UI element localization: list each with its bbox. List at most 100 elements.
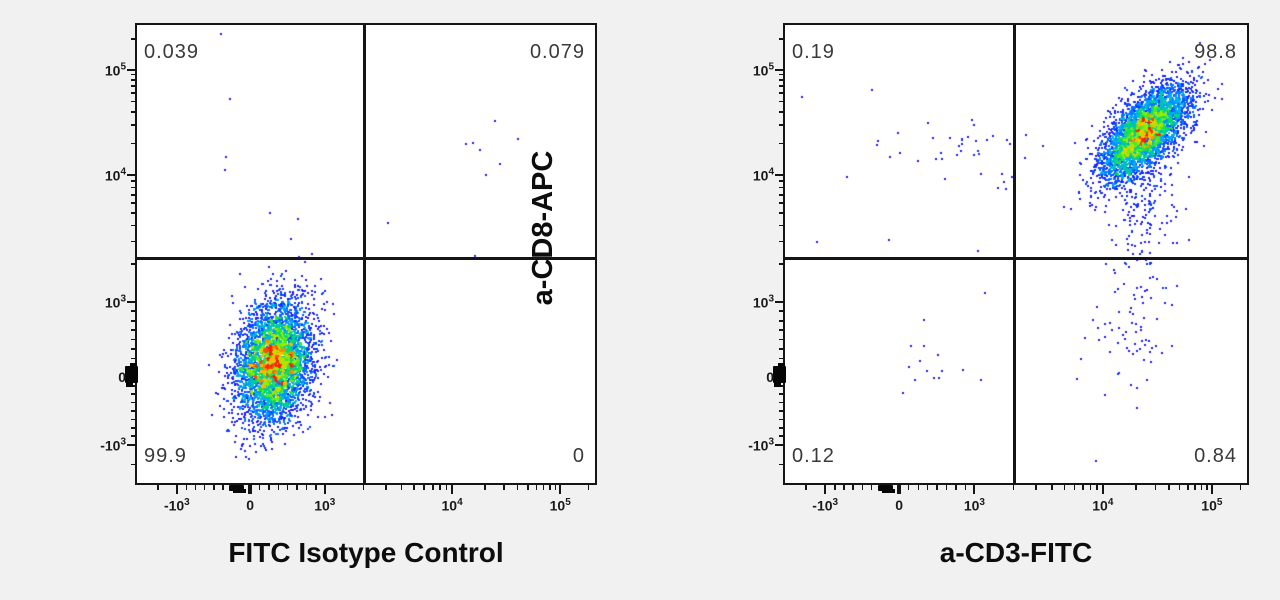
x-minor-tick (1089, 485, 1092, 490)
y-minor-tick (131, 124, 135, 126)
y-minor-tick (779, 212, 783, 215)
plot-cd3-cd8: a-CD8-APC 0.19 98.8 0.12 0.84 a-CD3-FITC… (527, 0, 1280, 600)
y-minor-tick (131, 401, 135, 404)
x-minor-tick (484, 485, 486, 490)
y-minor-tick (779, 85, 783, 87)
y-minor-tick (131, 357, 135, 360)
quadrant-stat-upper-left: 0.19 (792, 41, 835, 63)
y-minor-tick (131, 435, 135, 438)
y-minor-tick (779, 385, 783, 387)
y-tick-label: -103 (748, 436, 774, 454)
y-tick-label: 0 (766, 369, 774, 386)
y-minor-tick (131, 194, 135, 196)
x-tick-label: 104 (1092, 497, 1114, 514)
x-minor-tick (1206, 485, 1208, 490)
x-minor-tick (362, 485, 365, 490)
y-minor-tick (779, 240, 783, 243)
y-minor-tick (131, 111, 135, 113)
y-major-tick (775, 68, 783, 71)
x-minor-tick (964, 485, 967, 490)
x-minor-tick (843, 485, 845, 490)
y-minor-tick (779, 463, 783, 466)
y-axis-title: a-CD8-APC (527, 150, 559, 306)
y-minor-tick (131, 202, 135, 204)
y-minor-tick (779, 194, 783, 196)
x-minor-tick (1051, 485, 1053, 490)
y-minor-tick (131, 142, 135, 145)
y-tick-label: 104 (104, 166, 126, 184)
y-minor-tick (131, 427, 135, 429)
y-tick-label: 104 (752, 166, 774, 184)
y-minor-tick (779, 92, 783, 95)
x-minor-tick (936, 485, 938, 490)
y-major-tick (127, 443, 135, 446)
axis-pinned-events-y (773, 365, 786, 383)
x-minor-tick (1239, 485, 1242, 490)
y-minor-tick (131, 393, 135, 395)
y-minor-tick (779, 427, 783, 429)
y-minor-tick (131, 79, 135, 81)
y-minor-tick (131, 320, 135, 322)
y-minor-tick (779, 310, 783, 313)
x-minor-tick (439, 485, 441, 490)
y-minor-tick (779, 180, 783, 182)
y-minor-tick (779, 348, 783, 350)
y-minor-tick (131, 85, 135, 87)
x-tick-label: 0 (246, 497, 255, 513)
x-tick-label: -103 (163, 497, 190, 514)
quadrant-stat-lower-right: 0 (572, 445, 585, 467)
x-minor-tick (542, 485, 545, 490)
x-axis-title: FITC Isotype Control (228, 537, 504, 568)
x-minor-tick (194, 485, 197, 490)
y-minor-tick (779, 410, 783, 412)
quadrant-stat-lower-right: 0.84 (1194, 445, 1237, 467)
x-minor-tick (1035, 485, 1037, 490)
y-major-tick (775, 443, 783, 446)
y-minor-tick (131, 463, 135, 466)
x-minor-tick (503, 485, 505, 490)
x-minor-tick (870, 485, 873, 490)
x-tick-label: 103 (314, 497, 336, 514)
y-tick-label: 103 (752, 293, 774, 311)
x-minor-tick (423, 485, 425, 490)
x-minor-tick (1187, 485, 1189, 490)
y-minor-tick (131, 92, 135, 95)
x-axis-title: a-CD3-FITC (939, 537, 1093, 568)
y-minor-tick (779, 418, 783, 421)
x-major-tick (824, 485, 827, 494)
quadrant-stat-lower-left: 0.12 (792, 445, 835, 467)
y-major-tick (775, 174, 783, 177)
y-minor-tick (779, 401, 783, 404)
y-major-tick (775, 301, 783, 304)
y-minor-tick (131, 180, 135, 182)
y-minor-tick (131, 73, 135, 76)
quadrant-stat-upper-left: 0.039 (144, 41, 200, 63)
plot-area: 0.19 98.8 0.12 0.84 a-CD3-FITC -103 -103 0… (748, 23, 1249, 568)
x-minor-tick (400, 485, 403, 490)
y-minor-tick (131, 418, 135, 421)
quadrant-gate-horizontal-line (785, 256, 1247, 260)
x-major-tick (559, 485, 562, 494)
x-major-tick (323, 485, 326, 494)
y-minor-tick (131, 263, 135, 265)
x-minor-tick (203, 485, 206, 490)
y-minor-tick (131, 186, 135, 189)
x-minor-tick (805, 485, 807, 490)
y-minor-tick (779, 338, 783, 341)
y-tick-label: -103 (100, 436, 126, 454)
y-minor-tick (779, 124, 783, 126)
x-tick-label: -103 (812, 497, 839, 514)
quadrant-stat-upper-right: 98.8 (1194, 41, 1237, 63)
x-major-tick (175, 485, 178, 494)
plot-area: 0.039 0.079 99.9 0 FITC Isotype Control … (100, 23, 597, 568)
y-minor-tick (131, 329, 135, 331)
x-minor-tick (1012, 485, 1015, 490)
y-minor-tick (779, 320, 783, 322)
y-minor-tick (131, 37, 135, 40)
y-minor-tick (779, 202, 783, 204)
y-major-tick (127, 174, 135, 177)
x-major-tick (973, 485, 976, 494)
y-tick-label: 0 (118, 369, 126, 386)
x-minor-tick (527, 485, 529, 490)
